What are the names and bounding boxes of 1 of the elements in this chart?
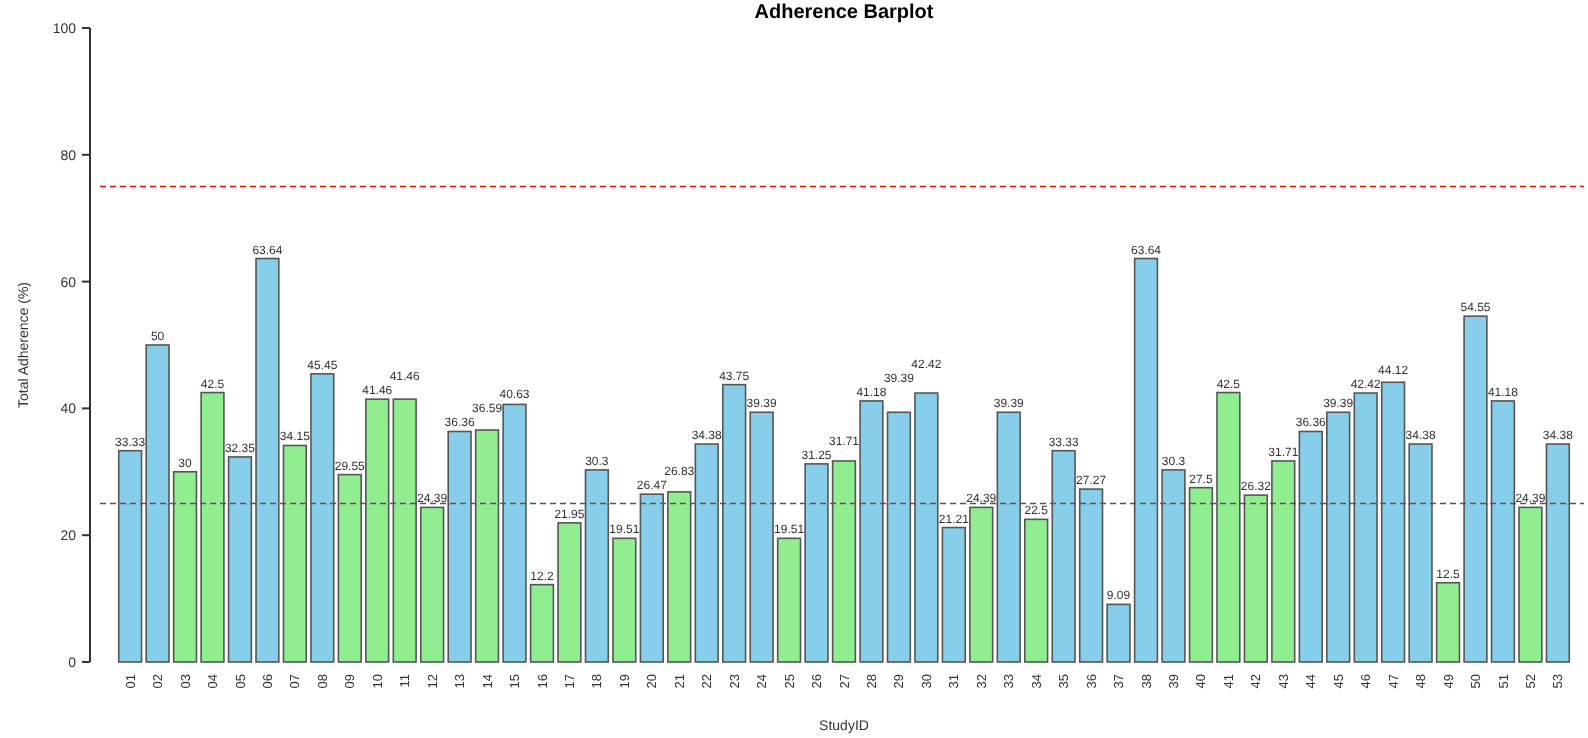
chart-title: Adherence Barplot <box>754 2 935 24</box>
